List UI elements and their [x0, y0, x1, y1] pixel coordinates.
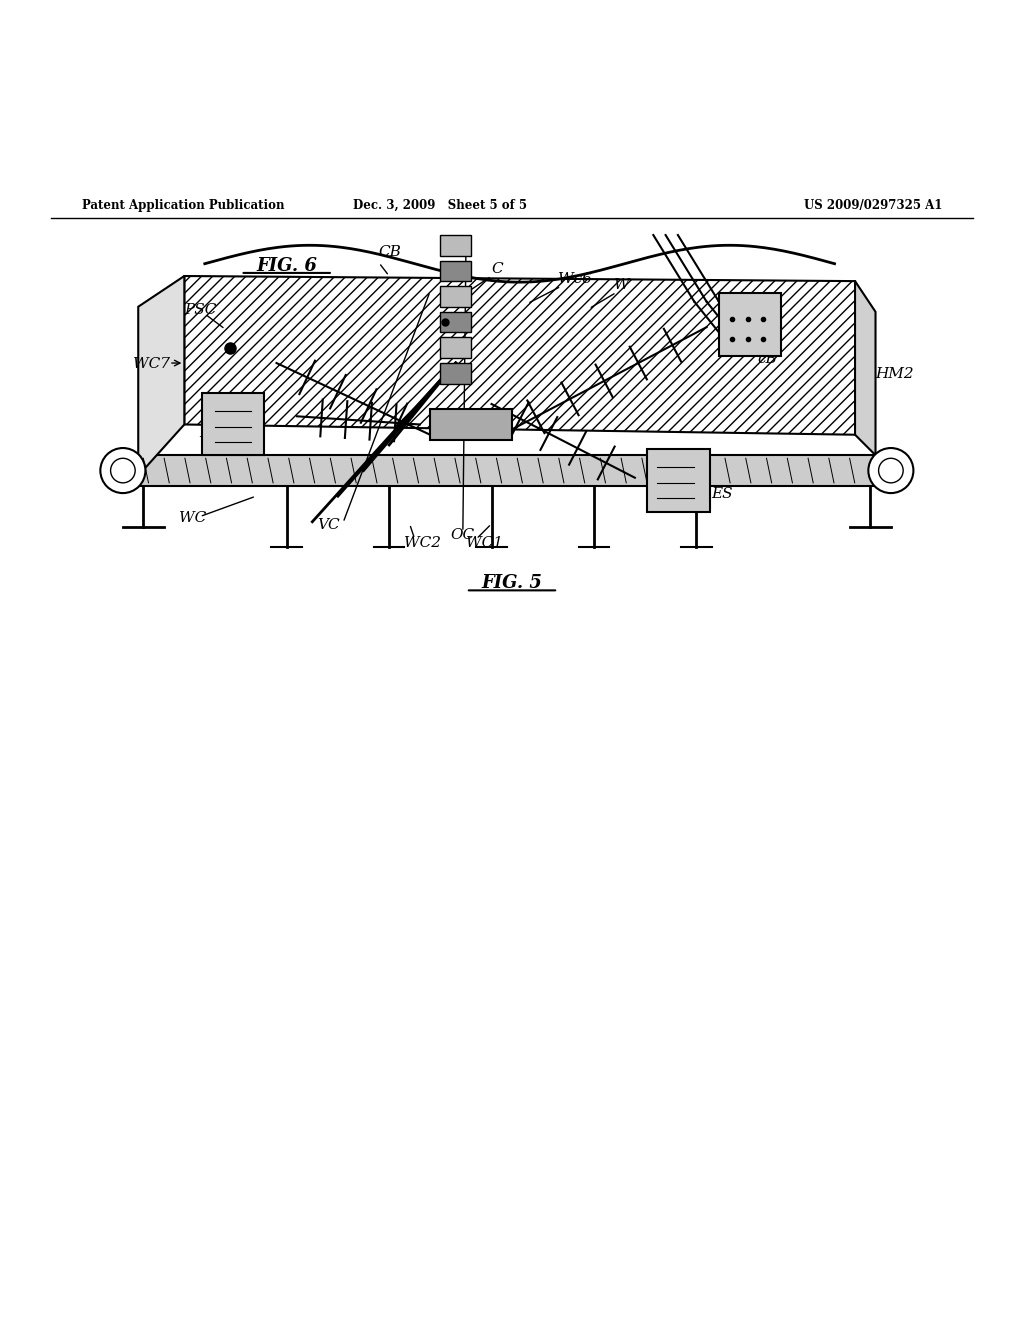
Text: cB: cB — [758, 352, 777, 366]
Polygon shape — [430, 409, 512, 440]
Text: WC: WC — [179, 511, 207, 525]
Text: FIG. 6: FIG. 6 — [256, 257, 317, 275]
Text: HM2: HM2 — [876, 367, 914, 381]
FancyBboxPatch shape — [202, 393, 264, 455]
Text: US 2009/0297325 A1: US 2009/0297325 A1 — [804, 199, 942, 211]
Text: OC: OC — [451, 528, 475, 543]
Text: CB: CB — [379, 244, 401, 259]
Polygon shape — [440, 286, 471, 306]
FancyBboxPatch shape — [719, 293, 781, 356]
Text: Dec. 3, 2009   Sheet 5 of 5: Dec. 3, 2009 Sheet 5 of 5 — [353, 199, 527, 211]
Circle shape — [879, 458, 903, 483]
Circle shape — [111, 458, 135, 483]
Polygon shape — [184, 276, 855, 434]
Polygon shape — [440, 235, 471, 256]
Text: WC7: WC7 — [133, 358, 170, 371]
Polygon shape — [133, 455, 881, 486]
FancyBboxPatch shape — [647, 449, 710, 512]
Polygon shape — [440, 260, 471, 281]
Text: ES: ES — [200, 426, 221, 440]
Polygon shape — [440, 338, 471, 358]
Text: FIG. 5: FIG. 5 — [481, 574, 543, 593]
Text: Patent Application Publication: Patent Application Publication — [82, 199, 285, 211]
Text: WC1: WC1 — [466, 536, 503, 550]
Text: W: W — [614, 279, 630, 292]
Text: Wc6: Wc6 — [558, 272, 592, 286]
Polygon shape — [138, 276, 184, 475]
Text: ES: ES — [712, 487, 733, 502]
Polygon shape — [440, 312, 471, 333]
Text: VC: VC — [317, 517, 340, 532]
Text: WC2: WC2 — [404, 536, 441, 550]
Polygon shape — [440, 363, 471, 384]
Circle shape — [100, 447, 145, 494]
Circle shape — [868, 447, 913, 494]
Text: C: C — [492, 261, 503, 276]
Polygon shape — [855, 281, 876, 455]
Text: PSC: PSC — [184, 302, 217, 317]
